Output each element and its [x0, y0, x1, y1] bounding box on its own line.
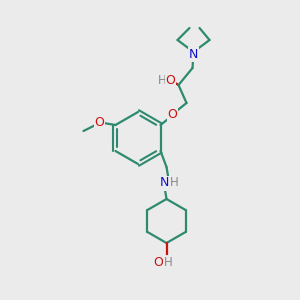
Text: O: O	[154, 256, 164, 268]
Text: O: O	[94, 116, 104, 130]
Text: N: N	[160, 176, 169, 190]
Text: H: H	[158, 74, 167, 88]
Text: O: O	[168, 109, 178, 122]
Text: H: H	[170, 176, 179, 190]
Text: O: O	[166, 74, 176, 88]
Text: N: N	[189, 47, 198, 61]
Text: H: H	[164, 256, 173, 268]
